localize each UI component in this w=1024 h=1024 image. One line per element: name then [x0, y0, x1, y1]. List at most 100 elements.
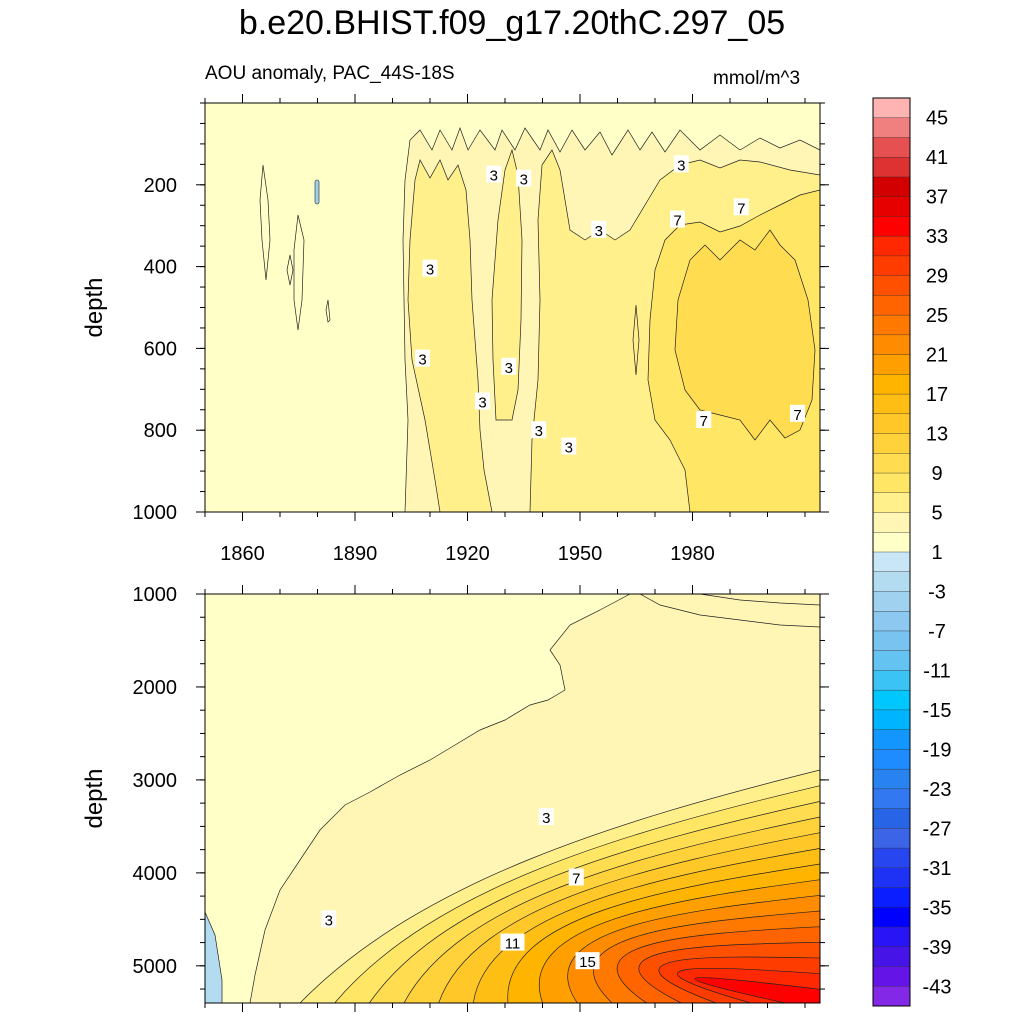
lower-contour-label: 11: [505, 936, 521, 953]
upper-negative-blob: [314, 179, 320, 205]
upper-contour-small-4: [325, 299, 331, 323]
upper-contour-label: 3: [520, 172, 528, 189]
upper-y-tick-label: 1000: [133, 502, 178, 524]
lower-fill-negative: [205, 911, 223, 1003]
colorbar-swatch: [872, 314, 911, 336]
upper-contour-label-bg: [516, 169, 532, 187]
colorbar-label: 33: [926, 226, 948, 248]
colorbar-swatch: [872, 926, 911, 948]
lower-panel-frame: [204, 593, 821, 1004]
upper-contour-label: 7: [737, 200, 745, 217]
colorbar-swatch: [872, 354, 911, 375]
colorbar-swatch: [872, 453, 911, 474]
chart-title: b.e20.BHIST.f09_g17.20thC.297_05: [238, 4, 786, 42]
colorbar-swatch: [872, 472, 911, 494]
upper-contour-label: 7: [673, 213, 681, 230]
colorbar-label: -35: [923, 897, 952, 919]
lower-contour-label-bg: [538, 808, 554, 826]
colorbar-label: -43: [923, 976, 952, 998]
lower-y-axis-title: depth: [81, 768, 108, 828]
lower-fill-band: [694, 977, 820, 1003]
upper-contour-label: 7: [700, 413, 708, 430]
colorbar-swatch: [872, 591, 911, 612]
colorbar-swatch: [872, 97, 911, 119]
upper-contour-label: 3: [505, 360, 513, 377]
colorbar-label: 29: [926, 266, 948, 288]
colorbar-label: 1: [931, 542, 942, 564]
upper-contour-label: 3: [418, 352, 426, 369]
colorbar-swatch: [872, 847, 911, 869]
colorbar-label: -23: [923, 779, 952, 801]
upper-x-tick-label: 1890: [333, 543, 378, 565]
upper-fill-band-3-5-a: [407, 159, 493, 512]
upper-contour-label-bg: [673, 155, 689, 173]
colorbar-swatch: [872, 946, 911, 968]
lower-contour-label-bg: [575, 952, 600, 970]
colorbar-label: -19: [923, 739, 952, 761]
upper-x-tick-label: 1920: [445, 543, 490, 565]
colorbar-swatch: [872, 986, 911, 1007]
upper-fill-band-7-plus: [674, 229, 816, 441]
upper-contour-label: 3: [677, 157, 685, 174]
upper-contour-label-bg: [501, 357, 517, 375]
upper-contour-label-bg: [696, 410, 712, 428]
colorbar-label: 13: [926, 424, 948, 446]
colorbar-swatch: [872, 393, 911, 415]
lower-contour-label: 3: [542, 810, 550, 827]
colorbar-label: -7: [928, 621, 946, 643]
colorbar-swatch: [872, 334, 911, 356]
lower-y-tick-label: 5000: [133, 956, 178, 978]
colorbar-swatch: [872, 374, 911, 395]
upper-contour-small-5: [632, 304, 640, 376]
colorbar-label: -31: [923, 858, 952, 880]
upper-y-tick-label: 200: [144, 175, 177, 197]
upper-contour-label: 3: [565, 440, 573, 457]
lower-contour-topright-1: [639, 594, 820, 628]
colorbar-label: 5: [931, 503, 942, 525]
upper-y-tick-label: 800: [144, 420, 177, 442]
lower-contour-label: 3: [325, 912, 333, 929]
colorbar-label: 45: [926, 108, 948, 130]
lower-contour-label-bg: [500, 933, 525, 951]
colorbar-swatch: [872, 887, 911, 908]
upper-x-tick-label: 1980: [670, 543, 715, 565]
colorbar-swatch: [872, 808, 911, 829]
upper-contour-small-2: [286, 254, 294, 286]
colorbar-swatch: [872, 196, 911, 217]
colorbar-label: 41: [926, 147, 948, 169]
colorbar-swatch: [872, 611, 911, 632]
upper-contour-label: 3: [535, 423, 543, 440]
upper-fill-band-3-5-b: [491, 148, 523, 421]
colorbar-swatch: [872, 966, 911, 987]
colorbar-swatch: [872, 650, 911, 671]
upper-contour-label-bg: [486, 165, 502, 183]
upper-contour-label: 3: [595, 223, 603, 240]
colorbar-label: 25: [926, 305, 948, 327]
colorbar-swatch: [872, 571, 911, 592]
upper-y-tick-label: 400: [144, 257, 177, 279]
upper-contour-label: 3: [490, 168, 498, 185]
colorbar-swatch: [872, 117, 911, 138]
colorbar-swatch: [872, 749, 911, 770]
colorbar-swatch: [872, 433, 911, 454]
colorbar-swatch: [872, 729, 911, 750]
colorbar-swatch: [872, 137, 911, 158]
colorbar-swatch: [872, 413, 911, 435]
colorbar-label: 17: [926, 384, 948, 406]
upper-contour-label-bg: [475, 392, 490, 410]
lower-contour-label-bg: [568, 868, 584, 886]
upper-contour-label-bg: [591, 220, 607, 238]
colorbar-label: 21: [926, 345, 948, 367]
colorbar-swatch: [872, 216, 911, 237]
colorbar-swatch: [872, 867, 911, 889]
upper-y-tick-label: 600: [144, 338, 177, 360]
lower-fill-band-1-3: [205, 594, 631, 1003]
chart-subtitle-variable: AOU anomaly, PAC_44S-18S: [205, 63, 455, 84]
colorbar-swatch: [872, 788, 911, 810]
colorbar: 45 41 37 33 29 25 21 17 13 9 5 1 -3 -7 -11 -15 -19 -23 -27…: [872, 97, 952, 1007]
colorbar-swatch: [872, 630, 911, 652]
lower-contour-label: 15: [579, 954, 596, 971]
upper-contour-label: 3: [478, 395, 486, 412]
colorbar-swatch: [872, 709, 911, 731]
upper-contour-label: 7: [793, 407, 801, 424]
